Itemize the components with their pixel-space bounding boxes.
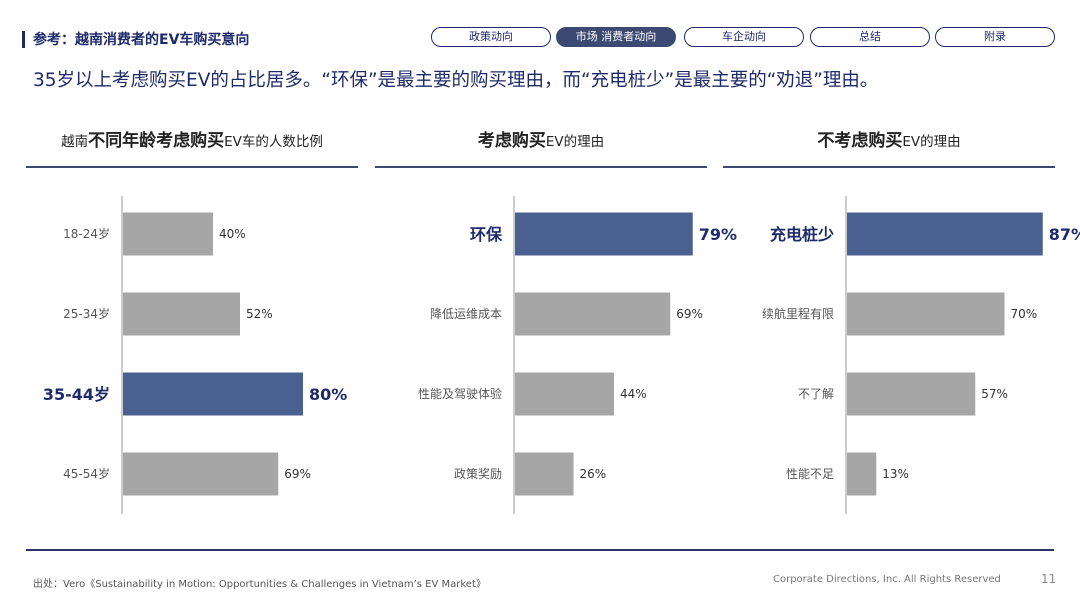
category-label: 35-44岁 xyxy=(43,385,110,404)
category-label: 充电桩少 xyxy=(770,225,834,244)
category-label: 环保 xyxy=(470,225,503,244)
page-number: 11 xyxy=(1041,572,1057,586)
chart-bar xyxy=(515,372,614,416)
category-label: 性能及驾驶体验 xyxy=(418,386,502,401)
value-label: 70% xyxy=(1011,307,1038,321)
category-label: 性能不足 xyxy=(786,467,834,481)
chart-bar xyxy=(123,452,279,496)
chart-bar xyxy=(847,452,877,496)
title-accent-bar xyxy=(22,31,25,48)
section-title-prefix: 越南 xyxy=(61,134,89,150)
chart-bar xyxy=(515,292,671,336)
chart-bar xyxy=(847,212,1043,256)
value-label: 52% xyxy=(246,307,273,321)
value-label: 44% xyxy=(620,387,647,401)
value-label: 80% xyxy=(309,385,347,404)
value-label: 13% xyxy=(882,467,909,481)
section-divider xyxy=(375,166,707,168)
source-note: 出处：Vero《Sustainability in Motion: Opport… xyxy=(33,579,486,590)
value-label: 69% xyxy=(676,307,703,321)
footer-divider xyxy=(26,549,1054,551)
section-divider xyxy=(723,166,1055,168)
chart-bar xyxy=(847,372,976,416)
section-title-suffix: EV车的人数比例 xyxy=(224,134,323,150)
section-title-reasons-buy: 考虑购买EV的理由 xyxy=(375,126,707,151)
tab-market-consumer[interactable]: 市场 消费者动向 xyxy=(556,27,676,47)
value-label: 40% xyxy=(219,227,246,241)
chart-bar xyxy=(123,212,213,256)
value-label: 69% xyxy=(284,467,311,481)
section-divider xyxy=(26,166,358,168)
category-label: 25-34岁 xyxy=(63,306,110,321)
category-label: 续航里程有限 xyxy=(762,306,834,321)
chart-bar xyxy=(515,212,693,256)
chart-bar xyxy=(515,452,574,496)
tab-summary[interactable]: 总结 xyxy=(810,27,930,47)
category-label: 45-54岁 xyxy=(63,466,110,481)
value-label: 26% xyxy=(580,467,607,481)
section-title-suffix: EV的理由 xyxy=(545,134,605,150)
tab-appendix[interactable]: 附录 xyxy=(935,27,1055,47)
section-title-bold: 考虑购买 xyxy=(477,131,546,151)
category-label: 降低运维成本 xyxy=(430,307,502,321)
chart-bar xyxy=(123,292,240,336)
reference-title: 参考：越南消费者的EV车购买意向 xyxy=(33,32,250,48)
section-title-reasons-not-buy: 不考虑购买EV的理由 xyxy=(723,126,1055,151)
section-title-bold: 不考虑购买 xyxy=(817,131,903,151)
section-title-age: 越南不同年龄考虑购买EV车的人数比例 xyxy=(26,126,358,151)
copyright: Corporate Directions, Inc. All Rights Re… xyxy=(773,574,1001,585)
tab-policy[interactable]: 政策动向 xyxy=(431,27,551,47)
category-label: 不了解 xyxy=(798,387,834,401)
tab-automakers[interactable]: 车企动向 xyxy=(684,27,804,47)
chart-bar xyxy=(123,372,303,416)
headline: 35岁以上考虑购买EV的占比居多。“环保”是最主要的购买理由，而“充电桩少”是最… xyxy=(33,70,879,91)
category-label: 政策奖励 xyxy=(454,467,502,481)
value-label: 87% xyxy=(1049,225,1080,244)
chart-bar xyxy=(847,292,1005,336)
value-label: 57% xyxy=(981,387,1008,401)
category-label: 18-24岁 xyxy=(63,226,110,241)
section-title-suffix: EV的理由 xyxy=(902,134,961,150)
value-label: 79% xyxy=(699,225,737,244)
section-title-bold: 不同年龄考虑购买 xyxy=(88,131,225,151)
